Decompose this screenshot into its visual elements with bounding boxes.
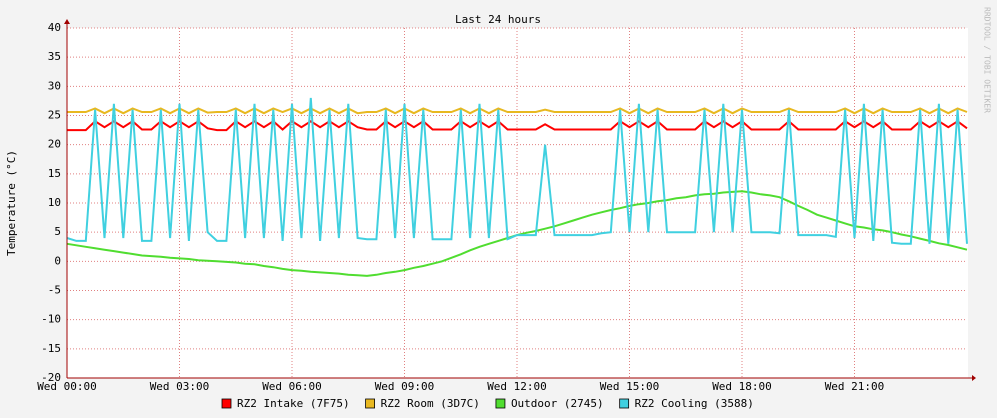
x-tick-label: Wed 12:00 [487,380,547,393]
x-arrow [972,375,976,381]
chart-title: Last 24 hours [455,13,541,26]
legend-label: Outdoor (2745) [511,397,604,410]
y-tick-label: -5 [48,284,61,297]
legend-swatch [495,398,506,409]
legend-swatch [221,398,232,409]
series-line [66,97,968,245]
x-tick-label: Wed 09:00 [375,380,435,393]
y-tick-label: 35 [48,50,61,63]
y-arrow [64,19,70,24]
series-line [67,107,968,115]
y-tick-label: -15 [41,342,61,355]
y-tick-label: 40 [48,21,61,34]
x-tick-label: Wed 18:00 [712,380,772,393]
y-tick-label: 15 [48,167,61,180]
legend-label: RZ2 Cooling (3588) [635,397,754,410]
y-tick-label: 10 [48,196,61,209]
y-tick-label: -10 [41,313,61,326]
y-tick-label: 20 [48,138,61,151]
x-tick-label: Wed 06:00 [262,380,322,393]
y-tick-label: 30 [48,79,61,92]
legend: RZ2 Intake (7F75) RZ2 Room (3D7C) Outdoor … [221,397,754,410]
y-tick-label: -20 [41,371,61,384]
legend-swatch [365,398,375,409]
x-tick-label: Wed 00:00 [37,380,97,393]
y-tick-label: 25 [48,109,61,122]
legend-swatch [619,398,630,409]
lines [66,97,968,277]
series-line [67,119,968,132]
watermark: RRDTOOL / TOBI OETIKER [983,7,992,113]
y-tick-label: 5 [54,225,61,238]
y-tick-label: 0 [54,254,61,267]
legend-label: RZ2 Intake (7F75) [237,397,350,410]
y-axis-label: Temperature (°C) [5,150,18,256]
legend-label: RZ2 Room (3D7C) [381,397,480,410]
x-tick-label: Wed 21:00 [825,380,885,393]
x-tick-label: Wed 15:00 [600,380,660,393]
x-tick-label: Wed 03:00 [150,380,210,393]
